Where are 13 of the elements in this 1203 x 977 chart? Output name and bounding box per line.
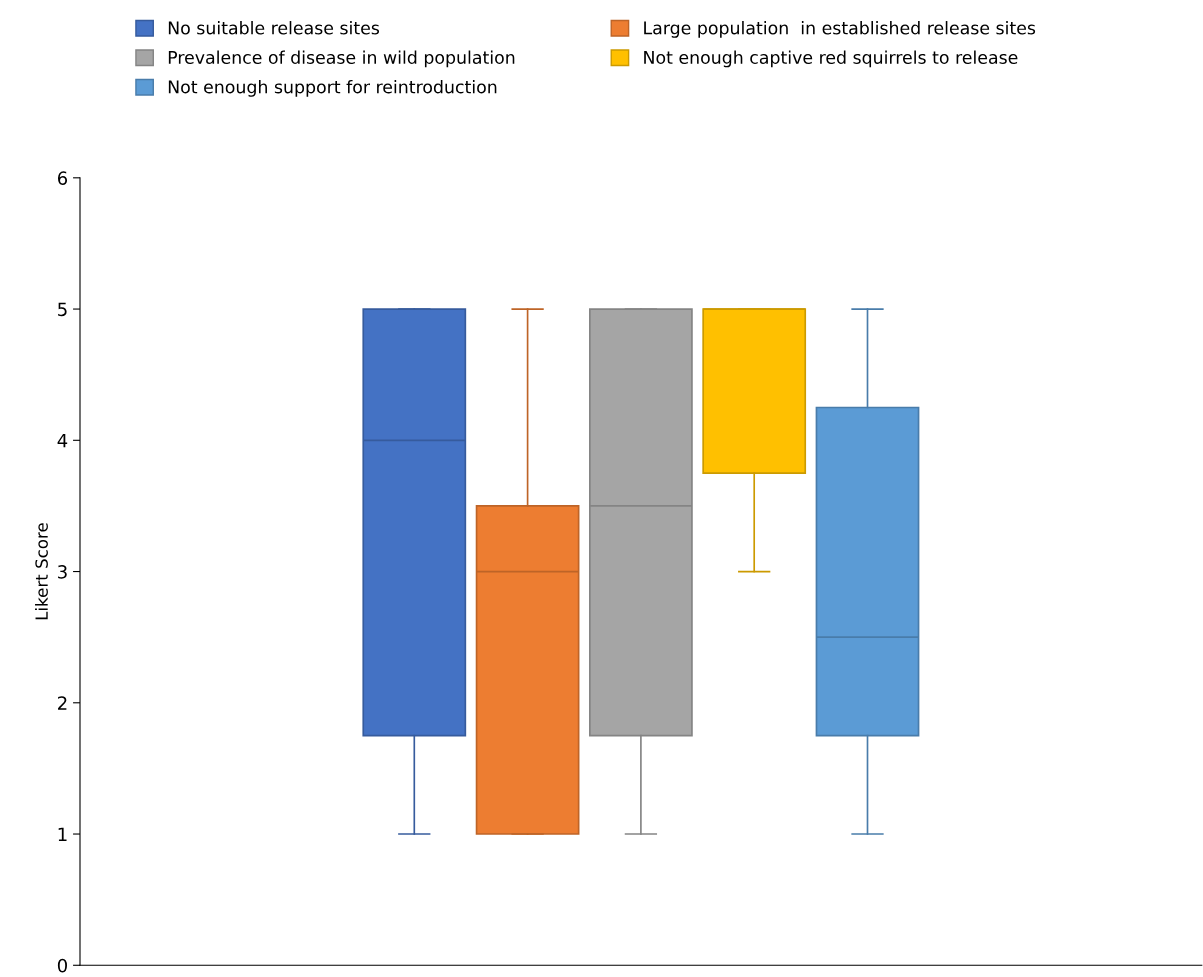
legend-label: Not enough support for reintroduction	[168, 79, 497, 97]
y-tick-label: 2	[58, 696, 67, 710]
y-axis-title: Likert Score	[35, 523, 48, 620]
legend-label: No suitable release sites	[168, 21, 380, 35]
y-tick-label: 3	[58, 565, 67, 579]
y-tick-label: 0	[57, 958, 67, 973]
legend-label: Not enough captive red squirrels to release	[644, 50, 1018, 68]
legend-label: Prevalence of disease in wild population	[168, 50, 515, 68]
y-tick-label: 4	[57, 434, 68, 448]
legend-label: Large population in established release sites	[644, 21, 1036, 38]
y-tick-label: 1	[58, 827, 67, 841]
y-tick-label: 5	[58, 302, 67, 317]
y-tick-label: 6	[57, 171, 68, 185]
